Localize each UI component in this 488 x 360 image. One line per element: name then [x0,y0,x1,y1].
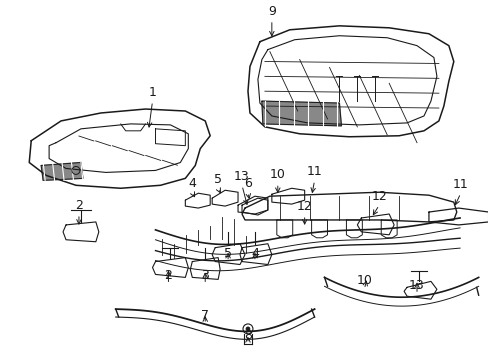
Polygon shape [152,258,188,278]
Text: 1: 1 [148,86,156,99]
Text: 12: 12 [296,200,312,213]
Text: 5: 5 [214,173,222,186]
Polygon shape [212,190,238,206]
Polygon shape [428,208,488,225]
Text: 13: 13 [408,279,424,292]
Text: 5: 5 [224,247,232,260]
Polygon shape [29,109,210,188]
Text: 9: 9 [267,5,275,18]
Text: 7: 7 [201,309,209,322]
Text: 2: 2 [164,269,172,282]
Polygon shape [240,244,271,265]
Text: 4: 4 [188,177,196,190]
Circle shape [245,327,249,331]
Polygon shape [242,192,456,222]
Text: 12: 12 [370,190,386,203]
Polygon shape [212,244,244,265]
Text: 6: 6 [244,177,251,190]
Polygon shape [257,36,436,125]
Polygon shape [63,222,99,242]
Polygon shape [357,214,393,235]
Polygon shape [247,26,453,137]
Text: 4: 4 [250,247,258,260]
Text: 13: 13 [234,170,249,183]
Polygon shape [262,101,341,126]
Polygon shape [271,188,304,204]
Polygon shape [242,198,267,215]
Polygon shape [185,193,210,208]
Text: 11: 11 [452,178,468,191]
Polygon shape [41,162,83,180]
Text: 10: 10 [269,168,285,181]
Text: 3: 3 [201,269,209,282]
Text: 2: 2 [75,199,82,212]
Polygon shape [238,196,267,214]
Polygon shape [403,282,436,299]
Text: 8: 8 [244,329,251,342]
Text: 10: 10 [356,274,371,287]
Text: 11: 11 [306,165,322,178]
Polygon shape [190,258,220,279]
Polygon shape [49,124,188,172]
